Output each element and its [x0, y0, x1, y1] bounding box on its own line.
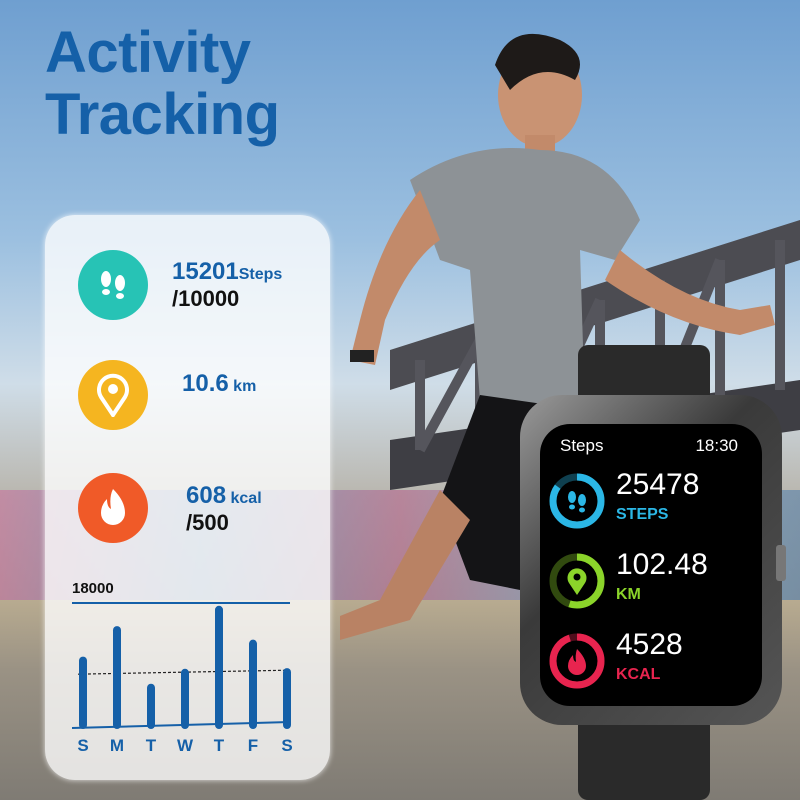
steps-stat: 15201Steps /10000 — [172, 258, 282, 312]
chart-tick-label: T — [214, 736, 225, 755]
headline: Activity Tracking — [45, 22, 280, 146]
location-pin-icon — [549, 553, 605, 609]
watch-metric-steps: 25478 STEPS — [548, 468, 758, 534]
metric-label: STEPS — [616, 506, 669, 523]
chart-tick-label: S — [281, 736, 292, 755]
headline-line2: Tracking — [45, 82, 280, 147]
watch-metric-kcal: 4528 KCAL — [548, 628, 758, 694]
calories-stat: 608 kcal /500 — [186, 482, 262, 536]
distance-unit: km — [233, 378, 257, 395]
distance-value: 10.6 — [182, 370, 229, 397]
progress-ring — [549, 473, 605, 529]
chart-max-label: 18000 — [72, 580, 114, 597]
metric-value: 25478 — [616, 468, 700, 501]
distance-stat: 10.6 km — [182, 370, 256, 398]
steps-goal: /10000 — [172, 286, 240, 311]
progress-ring — [549, 553, 605, 609]
flame-icon — [78, 473, 148, 543]
watch-metric-km: 102.48 KM — [548, 548, 758, 614]
watch-time: 18:30 — [695, 436, 738, 455]
headline-line1: Activity — [45, 20, 251, 85]
metric-value: 102.48 — [616, 548, 708, 581]
metric-label: KCAL — [616, 666, 661, 683]
calories-goal: /500 — [186, 510, 229, 535]
location-pin-icon — [78, 360, 148, 430]
watch-screen: Steps 18:30 25478 STEPS 102.48 KM 4528 K… — [540, 424, 762, 706]
chart-tick-label: F — [248, 736, 258, 755]
footprints-icon — [549, 473, 605, 529]
steps-value: 15201 — [172, 258, 239, 285]
flame-icon — [549, 633, 605, 689]
chart-tick-label: W — [177, 736, 194, 755]
chart-tick-label: S — [77, 736, 88, 755]
footprints-icon — [78, 250, 148, 320]
watch-band-bottom — [578, 712, 710, 800]
chart-tick-label: M — [110, 736, 124, 755]
metric-value: 4528 — [616, 628, 683, 661]
metric-label: KM — [616, 586, 641, 603]
watch-title: Steps — [560, 436, 604, 455]
calories-unit: kcal — [230, 490, 262, 507]
watch-crown-button[interactable] — [776, 545, 786, 581]
steps-unit: Steps — [238, 266, 283, 283]
calories-value: 608 — [186, 482, 227, 509]
chart-tick-label: T — [146, 736, 157, 755]
progress-ring — [549, 633, 605, 689]
